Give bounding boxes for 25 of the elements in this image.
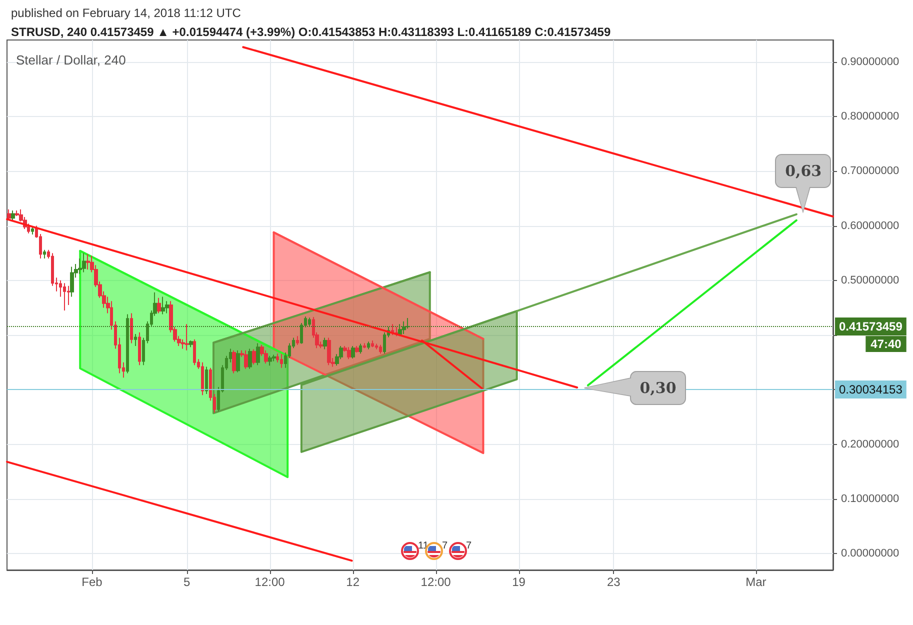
x-tick-label: 12:00	[420, 575, 452, 589]
y-tick-label: 0.70000000	[841, 165, 900, 178]
y-tick-label: 0.00000000	[841, 548, 900, 560]
x-tick-label: 12	[346, 575, 360, 589]
ref-line-label: 0.30034153	[839, 382, 903, 397]
annotation: 7	[442, 540, 448, 552]
annotation: 0,63	[775, 154, 832, 188]
annotation: Stellar / Dollar, 240	[16, 52, 126, 68]
x-tick-label: 12:00	[254, 575, 286, 589]
x-tick-label: 5	[183, 575, 190, 589]
x-tick-label: Mar	[746, 575, 766, 589]
y-tick-label: 0.50000000	[841, 274, 900, 286]
ref-line-label: 0.41573459	[839, 319, 903, 334]
x-tick-label: 23	[606, 575, 621, 589]
text: 47:40	[870, 337, 902, 351]
y-tick-label: 0.80000000	[841, 110, 900, 122]
y-tick-label: 0.90000000	[841, 56, 900, 68]
x-tick-label: 19	[512, 575, 526, 589]
y-tick-label: 0.10000000	[841, 492, 900, 505]
chart-subtitle: STRUSD, 240 0.41573459 ▲ +0.01594474 (+3.99%) O:0.41543853 H:0.43118393 L:0.41165189 C:0.41573459	[11, 25, 611, 39]
chart-title: published on February 14, 2018 11:12 UTC	[11, 6, 242, 20]
annotation: 7	[466, 540, 472, 552]
y-tick-label: 0.20000000	[841, 438, 900, 450]
y-tick-label: 0.60000000	[841, 220, 900, 232]
x-tick-label: Feb	[82, 575, 103, 589]
